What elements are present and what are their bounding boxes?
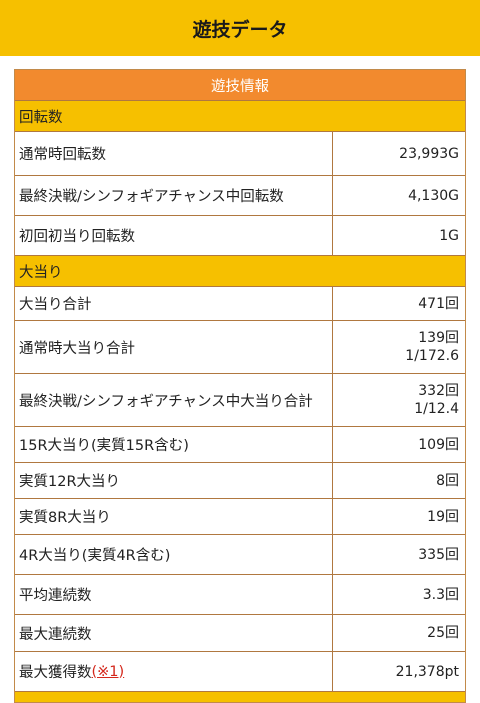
row-value: 19回	[427, 508, 459, 525]
table-banner: 遊技情報	[15, 70, 465, 100]
row-label: 15R大当り(実質15R含む)	[15, 427, 333, 462]
row-label: 実質8R大当り	[15, 499, 333, 534]
row-probability: 1/172.6	[405, 348, 459, 364]
table-row: 初回初当り回転数 1G	[15, 215, 465, 255]
play-data-table: 遊技情報 回転数 通常時回転数 23,993G 最終決戦/シンフォギアチャンス中…	[14, 69, 466, 703]
row-value: 109回	[418, 436, 459, 453]
row-probability: 1/12.4	[414, 401, 459, 417]
row-label: 平均連続数	[15, 575, 333, 614]
page-title: 遊技データ	[192, 18, 288, 41]
row-value: 4,130G	[408, 187, 459, 204]
row-label: 大当り合計	[15, 287, 333, 320]
section-label: 回転数	[19, 109, 63, 126]
table-row: 平均連続数 3.3回	[15, 574, 465, 614]
row-label: 最大獲得数 (※1)	[15, 652, 333, 691]
row-label: 通常時大当り合計	[15, 321, 333, 373]
row-value: 8回	[436, 472, 459, 489]
footnote-link[interactable]: (※1)	[91, 663, 125, 680]
section-jackpot: 大当り	[15, 255, 465, 286]
row-label: 初回初当り回転数	[15, 216, 333, 255]
table-row: 通常時大当り合計 139回 1/172.6	[15, 320, 465, 373]
row-value: 335回	[418, 546, 459, 563]
table-row: 最終決戦/シンフォギアチャンス中大当り合計 332回 1/12.4	[15, 373, 465, 426]
page-header: 遊技データ	[0, 0, 480, 56]
table-row: 通常時回転数 23,993G	[15, 131, 465, 175]
row-value: 471回	[418, 295, 459, 312]
section-label: 大当り	[19, 264, 63, 281]
table-row: 実質8R大当り 19回	[15, 498, 465, 534]
row-label: 最大連続数	[15, 615, 333, 651]
table-row: 大当り合計 471回	[15, 286, 465, 320]
next-section-strip	[15, 691, 465, 702]
table-row: 最大連続数 25回	[15, 614, 465, 651]
max-gain-label: 最大獲得数	[19, 665, 92, 681]
row-value: 21,378pt	[395, 663, 459, 680]
section-spins: 回転数	[15, 100, 465, 131]
row-label: 最終決戦/シンフォギアチャンス中大当り合計	[15, 374, 333, 426]
row-value: 3.3回	[422, 586, 459, 603]
row-value: 23,993G	[399, 145, 459, 162]
table-row: 最終決戦/シンフォギアチャンス中回転数 4,130G	[15, 175, 465, 215]
table-row: 4R大当り(実質4R含む) 335回	[15, 534, 465, 574]
row-label: 実質12R大当り	[15, 463, 333, 498]
row-value: 332回	[418, 383, 459, 399]
table-row-max-gain: 最大獲得数 (※1) 21,378pt	[15, 651, 465, 691]
table-row: 15R大当り(実質15R含む) 109回	[15, 426, 465, 462]
row-label: 最終決戦/シンフォギアチャンス中回転数	[15, 176, 333, 215]
row-value: 25回	[427, 625, 459, 641]
row-label: 通常時回転数	[15, 132, 333, 175]
row-value: 1G	[439, 227, 459, 244]
table-row: 実質12R大当り 8回	[15, 462, 465, 498]
row-value: 139回	[418, 330, 459, 346]
banner-label: 遊技情報	[211, 78, 269, 95]
row-label: 4R大当り(実質4R含む)	[15, 535, 333, 574]
